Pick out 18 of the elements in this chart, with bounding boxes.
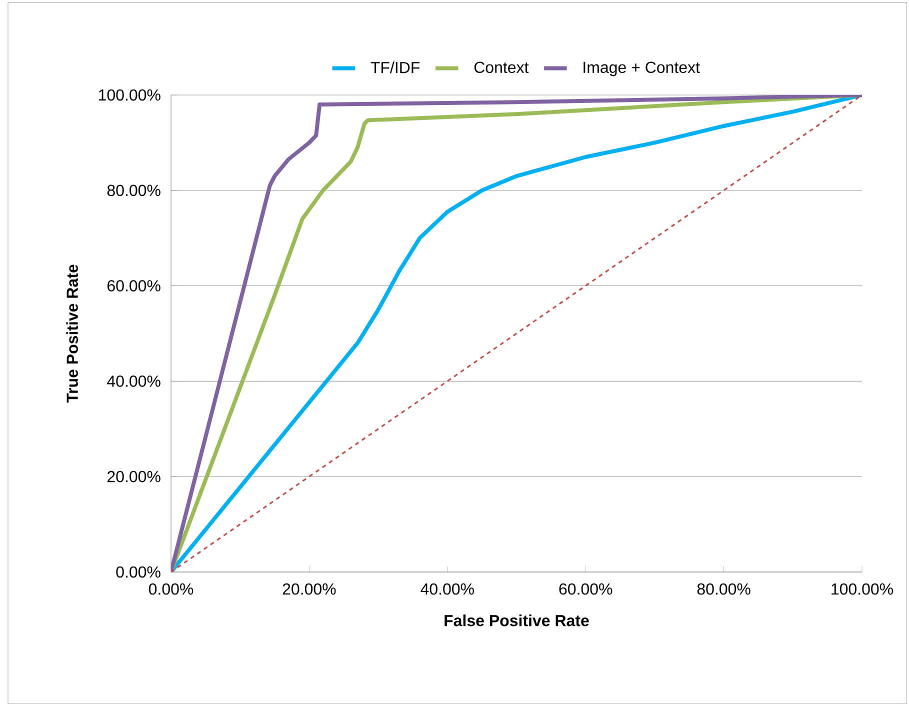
x-tick-label: 0.00%	[148, 583, 194, 595]
x-tick-label: 60.00%	[559, 583, 612, 595]
x-tick-label: 40.00%	[420, 583, 474, 595]
legend-label: Image + Context	[584, 62, 700, 76]
y-axis-title: True Positive Rate	[66, 264, 78, 403]
legend-label: TF/IDF	[370, 61, 420, 74]
line-series	[171, 94, 862, 572]
legend-label: Context	[474, 62, 529, 74]
x-tick-label: 80.00%	[697, 583, 750, 595]
y-tick-label: 0.00%	[116, 566, 160, 578]
y-tick-label: 20.00%	[107, 470, 160, 482]
x-tick-label: 100.00%	[832, 583, 894, 595]
y-tick-label: 80.00%	[107, 184, 160, 196]
y-tick-label: 40.00%	[107, 376, 160, 387]
y-tick-label: 100.00%	[99, 89, 160, 101]
y-tick-label: 60.00%	[108, 280, 160, 292]
x-axis-title: False Positive Rate	[444, 614, 589, 626]
x-tick-label: 20.00%	[282, 583, 336, 595]
